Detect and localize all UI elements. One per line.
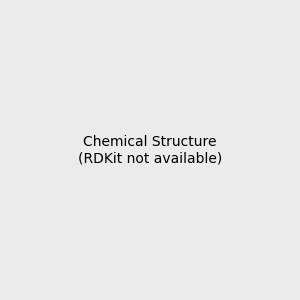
Text: Chemical Structure
(RDKit not available): Chemical Structure (RDKit not available) <box>78 135 222 165</box>
